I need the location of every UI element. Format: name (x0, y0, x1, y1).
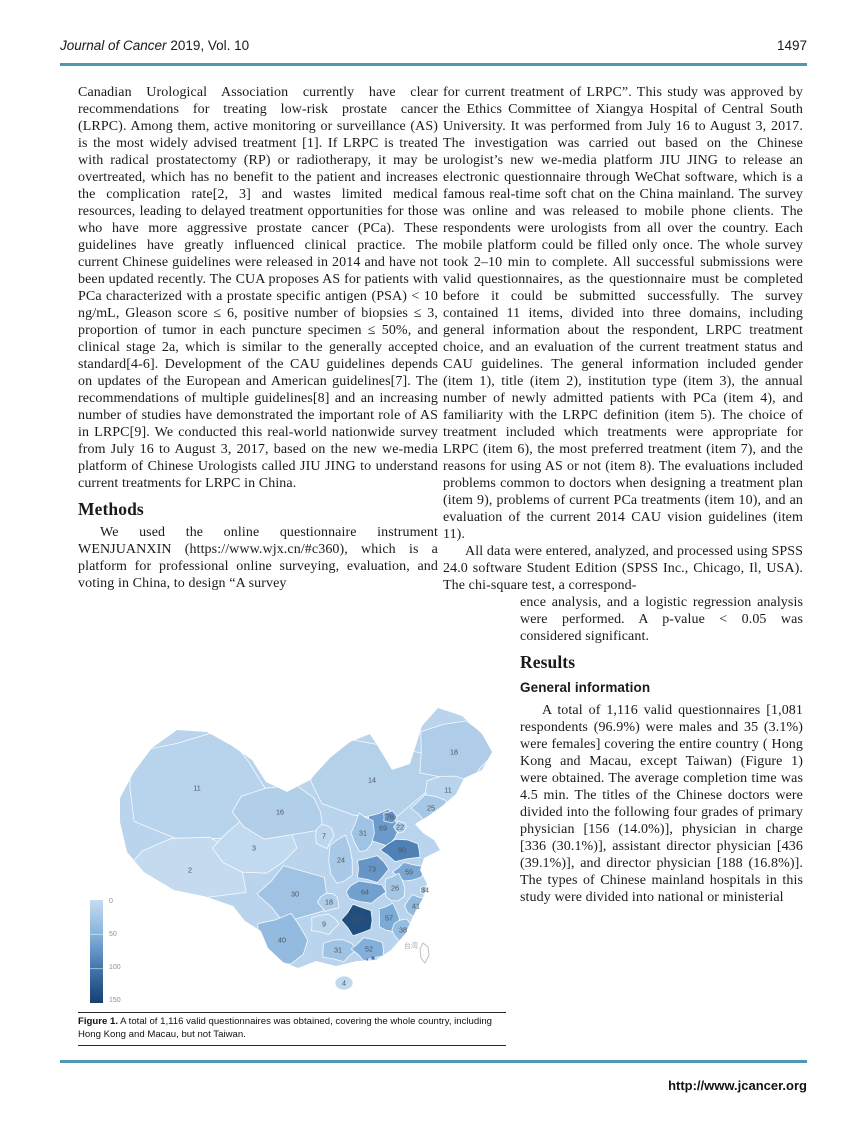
figure1-container: 台湾 11 2 3 16 14 18 11 25 76 22 69 31 24 7 90 73 59 26 34 41 6… (82, 700, 506, 1010)
journal-title: Journal of Cancer 2019, Vol. 10 (60, 38, 249, 53)
province-value-label: 4 (342, 979, 346, 988)
legend-colorbar (90, 900, 103, 1003)
taiwan-outline (419, 942, 430, 964)
methods-paragraph: We used the online questionnaire instrum… (78, 525, 438, 591)
province-shape (350, 937, 384, 962)
province-value-label: 22 (396, 823, 404, 832)
taiwan-label: 台湾 (404, 941, 418, 950)
legend-tick-label: 150 (109, 997, 121, 1004)
figure1-caption: Figure 1. A total of 1,116 valid questio… (78, 1012, 506, 1046)
province-value-label: 24 (337, 856, 345, 865)
province-shape (345, 880, 387, 904)
right-column: for current treatment of LRPC”. This stu… (443, 84, 803, 946)
province-value-label: 59 (405, 868, 413, 877)
province-value-label: 69 (379, 824, 387, 833)
province-value-label: 38 (399, 926, 407, 935)
mainland-group (120, 708, 492, 968)
province-shape (256, 865, 328, 923)
methods-heading: Methods (78, 499, 144, 519)
intro-paragraph: Canadian Urological Association currentl… (78, 85, 438, 491)
province-value-label: 34 (421, 886, 429, 895)
figure1-caption-text: A total of 1,116 valid questionnaires wa… (78, 1016, 493, 1040)
province-value-label: 9 (322, 920, 326, 929)
province-shape (383, 810, 398, 824)
province-value-label: 18 (325, 898, 333, 907)
province-shape (310, 913, 340, 936)
province-shape (231, 784, 324, 840)
figure1-caption-label: Figure 1. (78, 1016, 118, 1027)
legend-tick-label: 100 (109, 964, 121, 971)
province-shape (384, 872, 406, 902)
province-value-label: 11 (193, 784, 200, 793)
methods-continued-paragraph: for current treatment of LRPC”. This stu… (443, 85, 803, 542)
province-value-label: 18 (450, 748, 458, 757)
province-shape (316, 892, 340, 912)
journal-name: Journal of Cancer (60, 38, 167, 53)
province-value-label: 31 (334, 946, 342, 955)
province-value-label: 52 (365, 945, 373, 954)
macau-dot (365, 958, 369, 961)
province-value-label: 73 (368, 865, 376, 874)
province-value-label: 90 (398, 846, 406, 855)
province-shape (357, 855, 390, 883)
province-value-label: 30 (291, 890, 299, 899)
province-value-label: 7 (322, 832, 326, 841)
statistics-paragraph-top: All data were entered, analyzed, and pro… (443, 544, 803, 593)
province-shape-hainan (334, 975, 354, 991)
page-number: 1497 (776, 38, 807, 53)
general-information-paragraph: A total of 1,116 valid questionnaires [1… (520, 703, 803, 905)
province-shape (322, 939, 358, 963)
province-shape (350, 812, 375, 852)
province-value-label: 64 (361, 888, 369, 897)
province-value-label: 76 (386, 813, 394, 822)
province-value-label: 137 (352, 916, 364, 925)
province-shape (315, 824, 335, 850)
province-value-label: 31 (359, 829, 367, 838)
province-value-label: 16 (276, 808, 284, 817)
legend-tick-label: 50 (109, 931, 117, 938)
province-shape (379, 838, 421, 863)
footer-url: http://www.jcancer.org (668, 1078, 807, 1093)
province-shape (340, 903, 373, 937)
journal-issue: 2019, Vol. 10 (170, 38, 250, 53)
results-heading: Results (520, 652, 576, 672)
province-value-label: 3 (252, 844, 256, 853)
province-value-label: 26 (391, 884, 399, 893)
province-value-label: 14 (368, 776, 376, 785)
province-value-label: 2 (188, 866, 192, 875)
legend-tick-label: 0 (109, 898, 113, 905)
province-shape (393, 820, 407, 834)
left-column: Canadian Urological Association currentl… (78, 84, 438, 592)
footer-rule (60, 1060, 807, 1063)
statistics-paragraph-wrapped: ence analysis, and a logistic regression… (520, 595, 803, 644)
general-information-heading: General information (520, 680, 651, 695)
province-value-label: 41 (412, 902, 420, 911)
province-value-label: 25 (427, 804, 435, 813)
province-value-label: 40 (278, 936, 286, 945)
province-value-label: 57 (385, 914, 393, 923)
province-value-label: 11 (444, 786, 451, 795)
page-header: Journal of Cancer 2019, Vol. 10 1497 (60, 38, 807, 53)
header-rule (60, 63, 807, 66)
province-shape (328, 834, 353, 884)
hongkong-dot (371, 956, 375, 960)
